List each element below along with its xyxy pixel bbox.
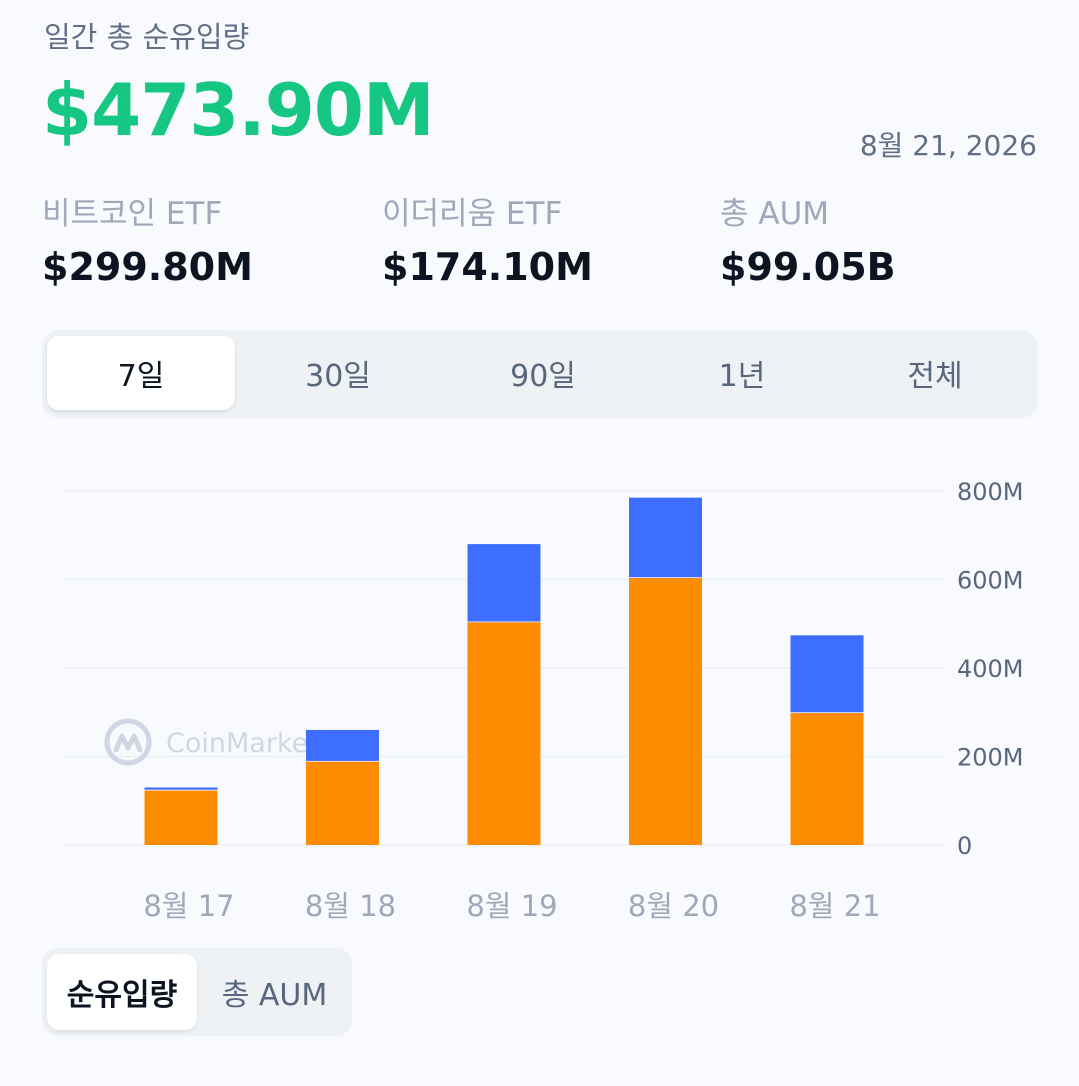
x-tick-label: 8월 20 — [628, 889, 719, 923]
tab-90d[interactable]: 90일 — [510, 359, 576, 394]
tab-30d[interactable]: 30일 — [305, 359, 371, 394]
page-title: 일간 총 순유입량 — [44, 20, 250, 54]
metric-toggle: 순유입량 총 AUM — [42, 948, 352, 1036]
tab-all[interactable]: 전체 — [907, 359, 963, 394]
bar-ethereum-etf[interactable] — [144, 787, 218, 790]
stat-label: 비트코인 ETF — [42, 196, 223, 232]
tab-total-aum[interactable]: 총 AUM — [221, 978, 328, 1013]
stat-bitcoin-etf: 비트코인 ETF $299.80M — [42, 188, 253, 289]
date-label: 8월 21, 2026 — [859, 129, 1037, 162]
stat-total-aum: 총 AUM $99.05B — [720, 188, 896, 289]
y-tick-label: 0 — [957, 832, 972, 860]
y-tick-label: 600M — [957, 567, 1024, 595]
stat-value: $299.80M — [42, 245, 253, 289]
x-tick-label: 8월 19 — [466, 889, 557, 923]
stat-value: $174.10M — [382, 245, 593, 289]
stat-ethereum-etf: 이더리움 ETF $174.10M — [382, 188, 593, 289]
tab-net-inflow[interactable]: 순유입량 — [47, 954, 197, 1030]
period-tab-bar: 7일 30일 90일 1년 전체 — [42, 330, 1038, 418]
y-tick-label: 800M — [957, 478, 1024, 506]
bar-bitcoin-etf[interactable] — [629, 577, 702, 845]
coinmarketcap-logo-icon — [104, 718, 152, 766]
bar-bitcoin-etf[interactable] — [790, 712, 864, 845]
x-tick-label: 8월 21 — [789, 889, 880, 923]
bar-ethereum-etf[interactable] — [467, 544, 541, 622]
stat-label: 총 AUM — [720, 196, 830, 232]
stat-value: $99.05B — [720, 245, 896, 289]
bar-bitcoin-etf[interactable] — [467, 621, 541, 845]
tab-7d[interactable]: 7일 — [47, 336, 235, 410]
y-tick-label: 400M — [957, 655, 1024, 683]
bar-bitcoin-etf[interactable] — [144, 789, 218, 845]
x-tick-label: 8월 17 — [143, 889, 234, 923]
bar-bitcoin-etf[interactable] — [306, 760, 379, 845]
bar-ethereum-etf[interactable] — [306, 729, 379, 761]
bar-ethereum-etf[interactable] — [629, 497, 702, 578]
bar-ethereum-etf[interactable] — [790, 635, 864, 713]
tab-1y[interactable]: 1년 — [718, 359, 766, 394]
x-tick-label: 8월 18 — [305, 889, 396, 923]
y-tick-label: 200M — [957, 744, 1024, 772]
stat-label: 이더리움 ETF — [382, 196, 563, 232]
total-net-inflow-value: $473.90M — [42, 68, 435, 152]
